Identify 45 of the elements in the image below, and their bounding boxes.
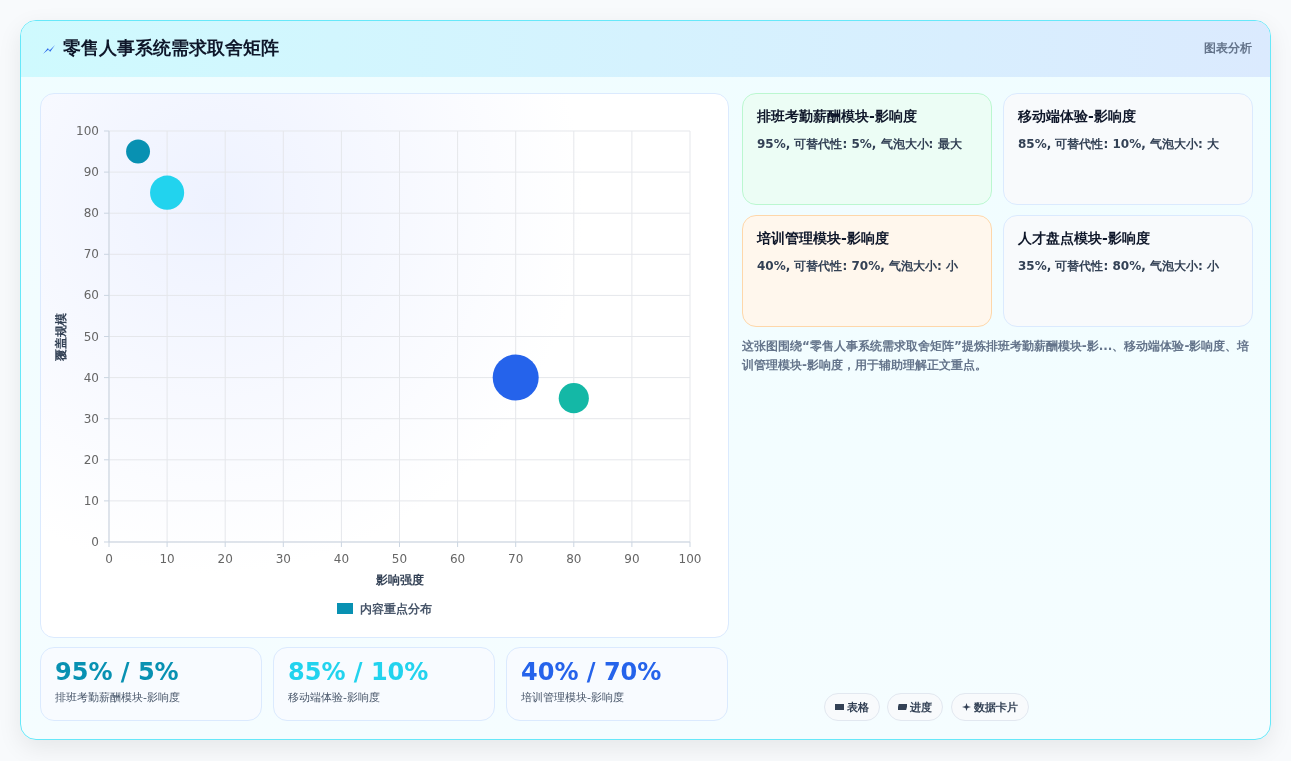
x-tick-label: 90 xyxy=(624,552,640,566)
x-tick-label: 70 xyxy=(508,552,524,566)
y-axis-title: 覆盖规模 xyxy=(54,312,68,362)
x-tick-label: 20 xyxy=(217,552,233,566)
x-tick-label: 100 xyxy=(678,552,702,566)
x-tick-label: 80 xyxy=(566,552,582,566)
x-tick-label: 40 xyxy=(333,552,350,566)
text: 培训管理模块-影响度 xyxy=(521,690,625,705)
x-tick-label: 10 xyxy=(159,552,175,566)
y-tick-label: 0 xyxy=(91,535,99,549)
y-tick-label: 100 xyxy=(76,124,99,138)
y-tick-label: 10 xyxy=(83,493,99,508)
text: 85%, 可替代性: 10%, 气泡大小: 大 xyxy=(1018,136,1220,153)
text: 排班考勤薪酬模块-影响度 xyxy=(757,108,918,126)
text: 表格 xyxy=(847,699,869,715)
y-tick-label: 50 xyxy=(83,329,99,344)
text: 培训管理模块-影响度 xyxy=(757,230,890,248)
text: 95% / 5% xyxy=(55,658,180,686)
x-tick-label: 60 xyxy=(449,552,466,566)
text: 移动端体验-影响度 xyxy=(288,690,381,705)
legend-label: 内容重点分布 xyxy=(360,602,432,616)
y-tick-label: 60 xyxy=(83,288,99,303)
text: 这张图围绕“零售人事系统需求取舍矩阵”提炼排班考勤薪酬模块-影...、移动端体验-影响度、培训管理模块-影响度，用于辅助理解正文重点。 xyxy=(742,338,1251,374)
x-tick-label: 0 xyxy=(105,552,113,566)
text: 排班考勤薪酬模块-影响度 xyxy=(55,690,181,705)
y-tick-label: 30 xyxy=(83,411,99,426)
text: 85% / 10% xyxy=(288,658,430,686)
text: 95%, 可替代性: 5%, 气泡大小: 最大 xyxy=(757,136,963,153)
x-tick-label: 30 xyxy=(275,552,291,566)
text: 35%, 可替代性: 80%, 气泡大小: 小 xyxy=(1018,258,1220,275)
text: 40% / 70% xyxy=(521,658,663,686)
y-tick-label: 90 xyxy=(83,165,99,180)
text: 40%, 可替代性: 70%, 气泡大小: 小 xyxy=(757,258,959,275)
x-tick-label: 50 xyxy=(391,552,408,566)
y-tick-label: 80 xyxy=(83,206,99,221)
y-tick-label: 70 xyxy=(83,247,99,262)
text: 数据卡片 xyxy=(974,699,1018,715)
text: 图表分析 xyxy=(1204,40,1252,57)
y-tick-label: 40 xyxy=(83,370,99,385)
text: 人才盘点模块-影响度 xyxy=(1018,230,1151,248)
x-axis-title: 影响强度 xyxy=(374,573,424,587)
text: 移动端体验-影响度 xyxy=(1018,108,1137,126)
chart-title: 零售人事系统需求取舍矩阵 xyxy=(63,36,279,60)
text: 进度 xyxy=(910,699,932,715)
y-tick-label: 20 xyxy=(83,452,99,467)
